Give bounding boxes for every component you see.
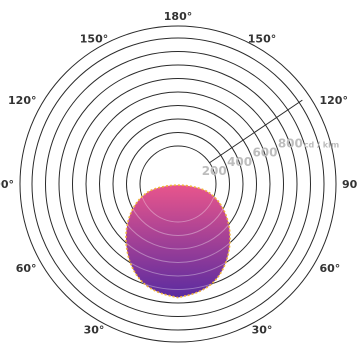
guide-line xyxy=(209,99,303,164)
angle-label-right: 60° xyxy=(319,262,340,275)
angle-label-left: 150° xyxy=(80,33,108,46)
radial-tick-label: 600 xyxy=(252,146,277,160)
angle-label-right: 30° xyxy=(252,323,273,336)
lobe-ring xyxy=(125,185,231,277)
lobe-ring xyxy=(126,185,230,236)
lobe-ring xyxy=(125,185,231,263)
series-layer xyxy=(125,184,231,299)
grid-ring xyxy=(45,51,311,317)
radial-tick-label: 200 xyxy=(202,164,227,178)
unit-label: cd / klm xyxy=(304,140,339,149)
grid-ring xyxy=(31,37,325,331)
angle-label-right: 120° xyxy=(319,94,347,107)
lobe-ring xyxy=(139,185,217,223)
angle-label-right: 150° xyxy=(248,33,276,46)
grid-ring xyxy=(58,64,298,304)
angle-label-right: 90° xyxy=(342,178,357,191)
lobe-outline xyxy=(125,184,231,299)
lobe-ring xyxy=(125,185,231,290)
lobe-ring-overlay xyxy=(125,185,231,298)
radial-tick-label: 400 xyxy=(227,155,252,169)
angle-label-left: 90° xyxy=(0,178,14,191)
angle-label-left: 120° xyxy=(8,94,36,107)
lobe-fill xyxy=(125,185,231,298)
angle-label-left: 60° xyxy=(16,262,37,275)
angle-label-left: 30° xyxy=(84,323,105,336)
angle-label-left: 180° xyxy=(164,10,192,23)
lobe-ring xyxy=(125,185,231,250)
grid-ring xyxy=(19,25,337,343)
radial-tick-label: 800 xyxy=(278,136,303,150)
